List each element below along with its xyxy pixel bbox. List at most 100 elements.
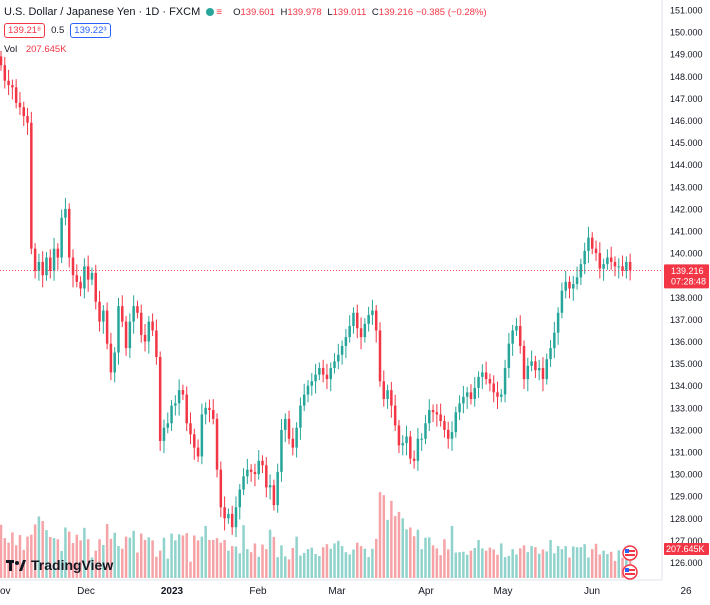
candle-body: [344, 337, 348, 346]
candle-body: [33, 248, 37, 271]
volume-bar: [344, 552, 348, 578]
y-tick-label: 146.000: [670, 116, 703, 126]
volume-bar: [458, 552, 461, 578]
candle-body: [617, 266, 621, 268]
volume-bar: [409, 527, 412, 578]
volume-bar: [352, 549, 355, 578]
sell-button[interactable]: 139.21⁸: [4, 23, 46, 38]
volume-bar: [291, 547, 295, 578]
x-tick-label: Mar: [328, 586, 346, 597]
candle-body: [158, 356, 162, 441]
volume-bar: [162, 537, 166, 578]
candle-body: [249, 469, 253, 472]
candle-body: [177, 390, 181, 404]
candle-body: [424, 423, 427, 439]
candle-body: [265, 465, 268, 488]
volume-bar: [249, 552, 253, 578]
candle-body: [318, 368, 321, 375]
volume-bar: [553, 553, 556, 578]
candle-body: [522, 345, 526, 380]
symbol-title[interactable]: U.S. Dollar / Japanese Yen · 1D · FXCM: [4, 6, 201, 18]
candle-body: [234, 507, 238, 528]
candle-body: [295, 427, 298, 448]
high-label: H: [280, 6, 288, 18]
volume-bar: [340, 546, 344, 578]
candle-body: [397, 425, 401, 446]
y-tick-label: 150.000: [670, 28, 703, 38]
candle-body: [196, 447, 200, 457]
candle-body: [124, 321, 128, 349]
volume-bar: [606, 554, 609, 578]
volume-bar: [302, 552, 306, 578]
volume-bar: [515, 554, 518, 578]
volume-bar: [98, 539, 101, 578]
volume-bar: [284, 556, 287, 578]
volume-bar: [265, 549, 268, 578]
volume-bar: [511, 549, 514, 578]
y-tick-label: 140.000: [670, 249, 703, 259]
y-tick-label: 128.000: [670, 514, 703, 524]
candle-body: [242, 476, 245, 490]
volume-bar: [37, 516, 41, 578]
candle-body: [348, 326, 351, 338]
candle-body: [503, 368, 507, 395]
tradingview-logo-icon: [6, 560, 26, 571]
open-label: O: [233, 6, 241, 18]
volume-bar: [230, 546, 234, 578]
y-tick-label: 135.000: [670, 359, 703, 369]
candle-body: [393, 405, 397, 426]
buy-button[interactable]: 139.22³: [70, 23, 111, 38]
volume-bar: [443, 539, 446, 578]
candle-body: [117, 306, 120, 353]
candle-body: [473, 387, 476, 399]
x-tick-label: 2023: [161, 586, 184, 597]
volume-bar: [30, 534, 33, 578]
candle-body: [363, 323, 367, 338]
volume-bar: [90, 557, 94, 578]
candle-body: [280, 429, 283, 472]
volume-bar: [45, 530, 48, 578]
y-tick-label: 129.000: [670, 492, 703, 502]
x-tick-label: Feb: [249, 586, 267, 597]
volume-bar: [564, 546, 567, 578]
alert-icon[interactable]: ≡: [216, 6, 223, 18]
volume-bar: [431, 545, 435, 578]
volume-bar: [204, 525, 207, 578]
candle-body: [22, 107, 25, 117]
y-tick-label: 148.000: [670, 72, 703, 82]
candle-body: [454, 412, 458, 433]
tradingview-logo[interactable]: TradingView: [6, 557, 113, 573]
volume-bar: [253, 543, 257, 578]
candle-body: [238, 489, 242, 508]
volume-bar: [488, 547, 492, 578]
volume-bar: [572, 546, 575, 578]
volume-bar: [492, 549, 495, 578]
volume-bar: [128, 537, 132, 578]
volume-bar: [102, 544, 105, 578]
candle-body: [45, 257, 48, 276]
volume-bar: [193, 535, 196, 578]
y-tick-label: 134.000: [670, 381, 703, 391]
volume-bar: [401, 518, 404, 578]
volume-bar: [337, 540, 340, 578]
candle-body: [151, 321, 154, 331]
volume-bar: [503, 557, 507, 578]
volume-bar: [0, 524, 3, 578]
volume-bar: [136, 552, 139, 578]
candle-body: [276, 471, 279, 506]
y-tick-label: 147.000: [670, 94, 703, 104]
candle-body: [67, 208, 71, 258]
candle-body: [401, 443, 404, 446]
y-tick-label: 130.000: [670, 470, 703, 480]
candle-body: [227, 513, 230, 519]
candle-body: [11, 85, 14, 88]
volume-bar: [314, 554, 317, 578]
volume-bar: [367, 557, 370, 578]
volume-bar: [500, 543, 503, 578]
volume-bar: [321, 547, 325, 578]
volume-bar: [147, 537, 151, 578]
volume-bar: [374, 538, 378, 578]
volume-bar: [124, 536, 128, 578]
y-tick-label: 127.000: [670, 536, 703, 546]
